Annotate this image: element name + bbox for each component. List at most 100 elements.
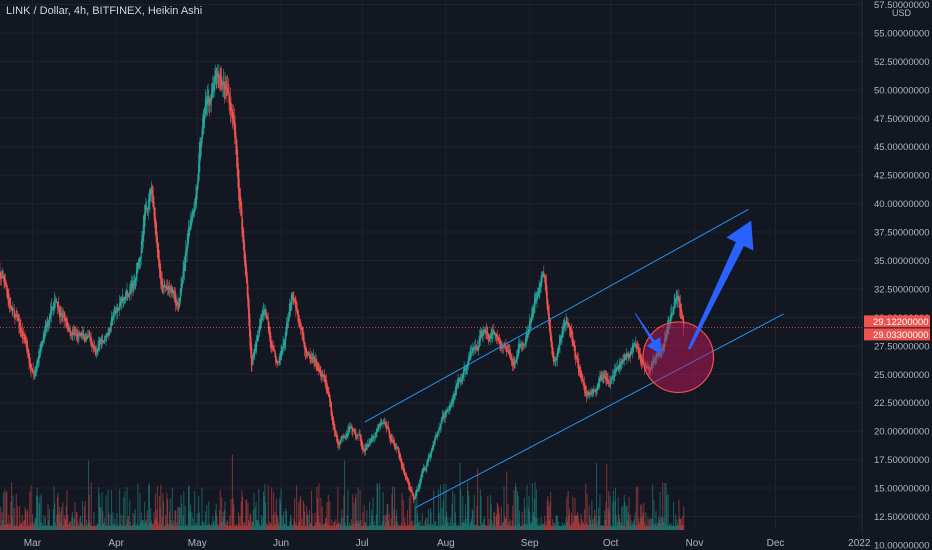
volume-bar bbox=[251, 521, 253, 530]
volume-bar bbox=[418, 522, 420, 530]
candle-body bbox=[314, 359, 317, 361]
candle-body bbox=[233, 117, 235, 125]
candle-body bbox=[268, 321, 270, 332]
candle-body bbox=[514, 361, 517, 363]
volume-bar bbox=[515, 486, 517, 530]
candle-body bbox=[550, 326, 552, 342]
channel-line-lower[interactable] bbox=[415, 313, 784, 508]
volume-bar bbox=[399, 525, 401, 530]
volume-bar bbox=[329, 525, 331, 530]
candle-body bbox=[20, 326, 22, 333]
volume-bar bbox=[467, 490, 469, 530]
candle-body bbox=[234, 127, 236, 137]
candle-body bbox=[364, 449, 366, 452]
volume-bar bbox=[327, 523, 329, 530]
volume-bar bbox=[407, 524, 409, 530]
volume-bar bbox=[368, 525, 370, 530]
candle-body bbox=[484, 330, 486, 333]
candle-body bbox=[313, 357, 315, 362]
volume-bar bbox=[552, 525, 554, 530]
volume-bar bbox=[168, 525, 170, 530]
candle-body bbox=[205, 103, 207, 107]
candle-body bbox=[129, 289, 131, 293]
volume-bar bbox=[643, 503, 645, 530]
candle-body bbox=[140, 256, 142, 261]
volume-bar bbox=[113, 523, 115, 530]
target-circle[interactable] bbox=[642, 321, 715, 394]
candle-body bbox=[107, 332, 109, 336]
arrow-up[interactable] bbox=[687, 220, 754, 350]
volume-bar bbox=[225, 524, 227, 530]
candle-body bbox=[16, 315, 18, 317]
volume-bar bbox=[27, 509, 29, 530]
arrow-down[interactable] bbox=[634, 312, 663, 355]
candle-body bbox=[479, 337, 481, 344]
candle-body bbox=[361, 442, 363, 450]
volume-bar bbox=[195, 522, 197, 530]
candle-body bbox=[87, 335, 89, 338]
volume-bar bbox=[204, 525, 206, 530]
candle-body bbox=[104, 337, 106, 339]
candle-body bbox=[351, 427, 353, 431]
volume-bar bbox=[631, 525, 633, 530]
candle-body bbox=[370, 441, 372, 442]
candle-body bbox=[469, 354, 471, 360]
volume-bar bbox=[541, 525, 543, 530]
candle-body bbox=[255, 343, 257, 350]
volume-bar bbox=[194, 490, 196, 530]
volume-bar bbox=[408, 525, 410, 530]
volume-bar bbox=[466, 482, 469, 530]
candle-body bbox=[306, 351, 308, 357]
candle-body bbox=[419, 483, 421, 488]
volume-bar bbox=[680, 518, 682, 530]
candle-body bbox=[433, 443, 435, 447]
candle-body bbox=[75, 333, 77, 336]
volume-bar bbox=[67, 514, 69, 530]
x-tick-label: Jul bbox=[356, 538, 369, 549]
candle-body bbox=[368, 442, 370, 446]
volume-bar bbox=[533, 511, 535, 530]
candle-body bbox=[633, 342, 635, 347]
volume-bar bbox=[554, 523, 556, 530]
volume-bar bbox=[651, 518, 653, 530]
volume-bar bbox=[221, 521, 223, 530]
volume-bar bbox=[652, 484, 654, 530]
candle-body bbox=[597, 384, 599, 390]
candle-body bbox=[136, 262, 138, 275]
volume-bar bbox=[129, 521, 131, 530]
candle-body bbox=[58, 308, 61, 318]
candle-body bbox=[568, 324, 571, 330]
candle-body bbox=[252, 354, 254, 360]
volume-bar bbox=[546, 500, 548, 530]
candle-body bbox=[486, 331, 488, 335]
candle-body bbox=[478, 340, 480, 348]
candle-body bbox=[456, 382, 458, 387]
volume-bar bbox=[29, 523, 31, 530]
price-label: 29.12200000 bbox=[873, 317, 928, 328]
candle-body bbox=[17, 318, 19, 321]
candle-body bbox=[229, 97, 231, 106]
volume-bar bbox=[38, 503, 40, 530]
candle-body bbox=[183, 264, 186, 272]
candle-body bbox=[181, 279, 183, 287]
candle-body bbox=[533, 307, 535, 313]
candle-body bbox=[593, 388, 595, 391]
volume-bar bbox=[610, 525, 612, 530]
volume-bar bbox=[46, 525, 48, 530]
volume-bar bbox=[47, 504, 49, 530]
volume-bar bbox=[229, 525, 231, 530]
candle-body bbox=[167, 287, 169, 290]
candle-body bbox=[21, 330, 23, 336]
candle-body bbox=[227, 88, 229, 93]
x-tick-label: Dec bbox=[767, 538, 785, 549]
candle-body bbox=[375, 431, 377, 435]
volume-bar bbox=[20, 524, 22, 530]
channel-line-upper[interactable] bbox=[364, 208, 749, 423]
volume-bar bbox=[302, 500, 304, 530]
candle-body bbox=[310, 356, 312, 359]
volume-bar bbox=[185, 524, 187, 530]
candle-body bbox=[598, 383, 600, 388]
candle-body bbox=[431, 445, 433, 451]
candle-body bbox=[676, 299, 678, 300]
